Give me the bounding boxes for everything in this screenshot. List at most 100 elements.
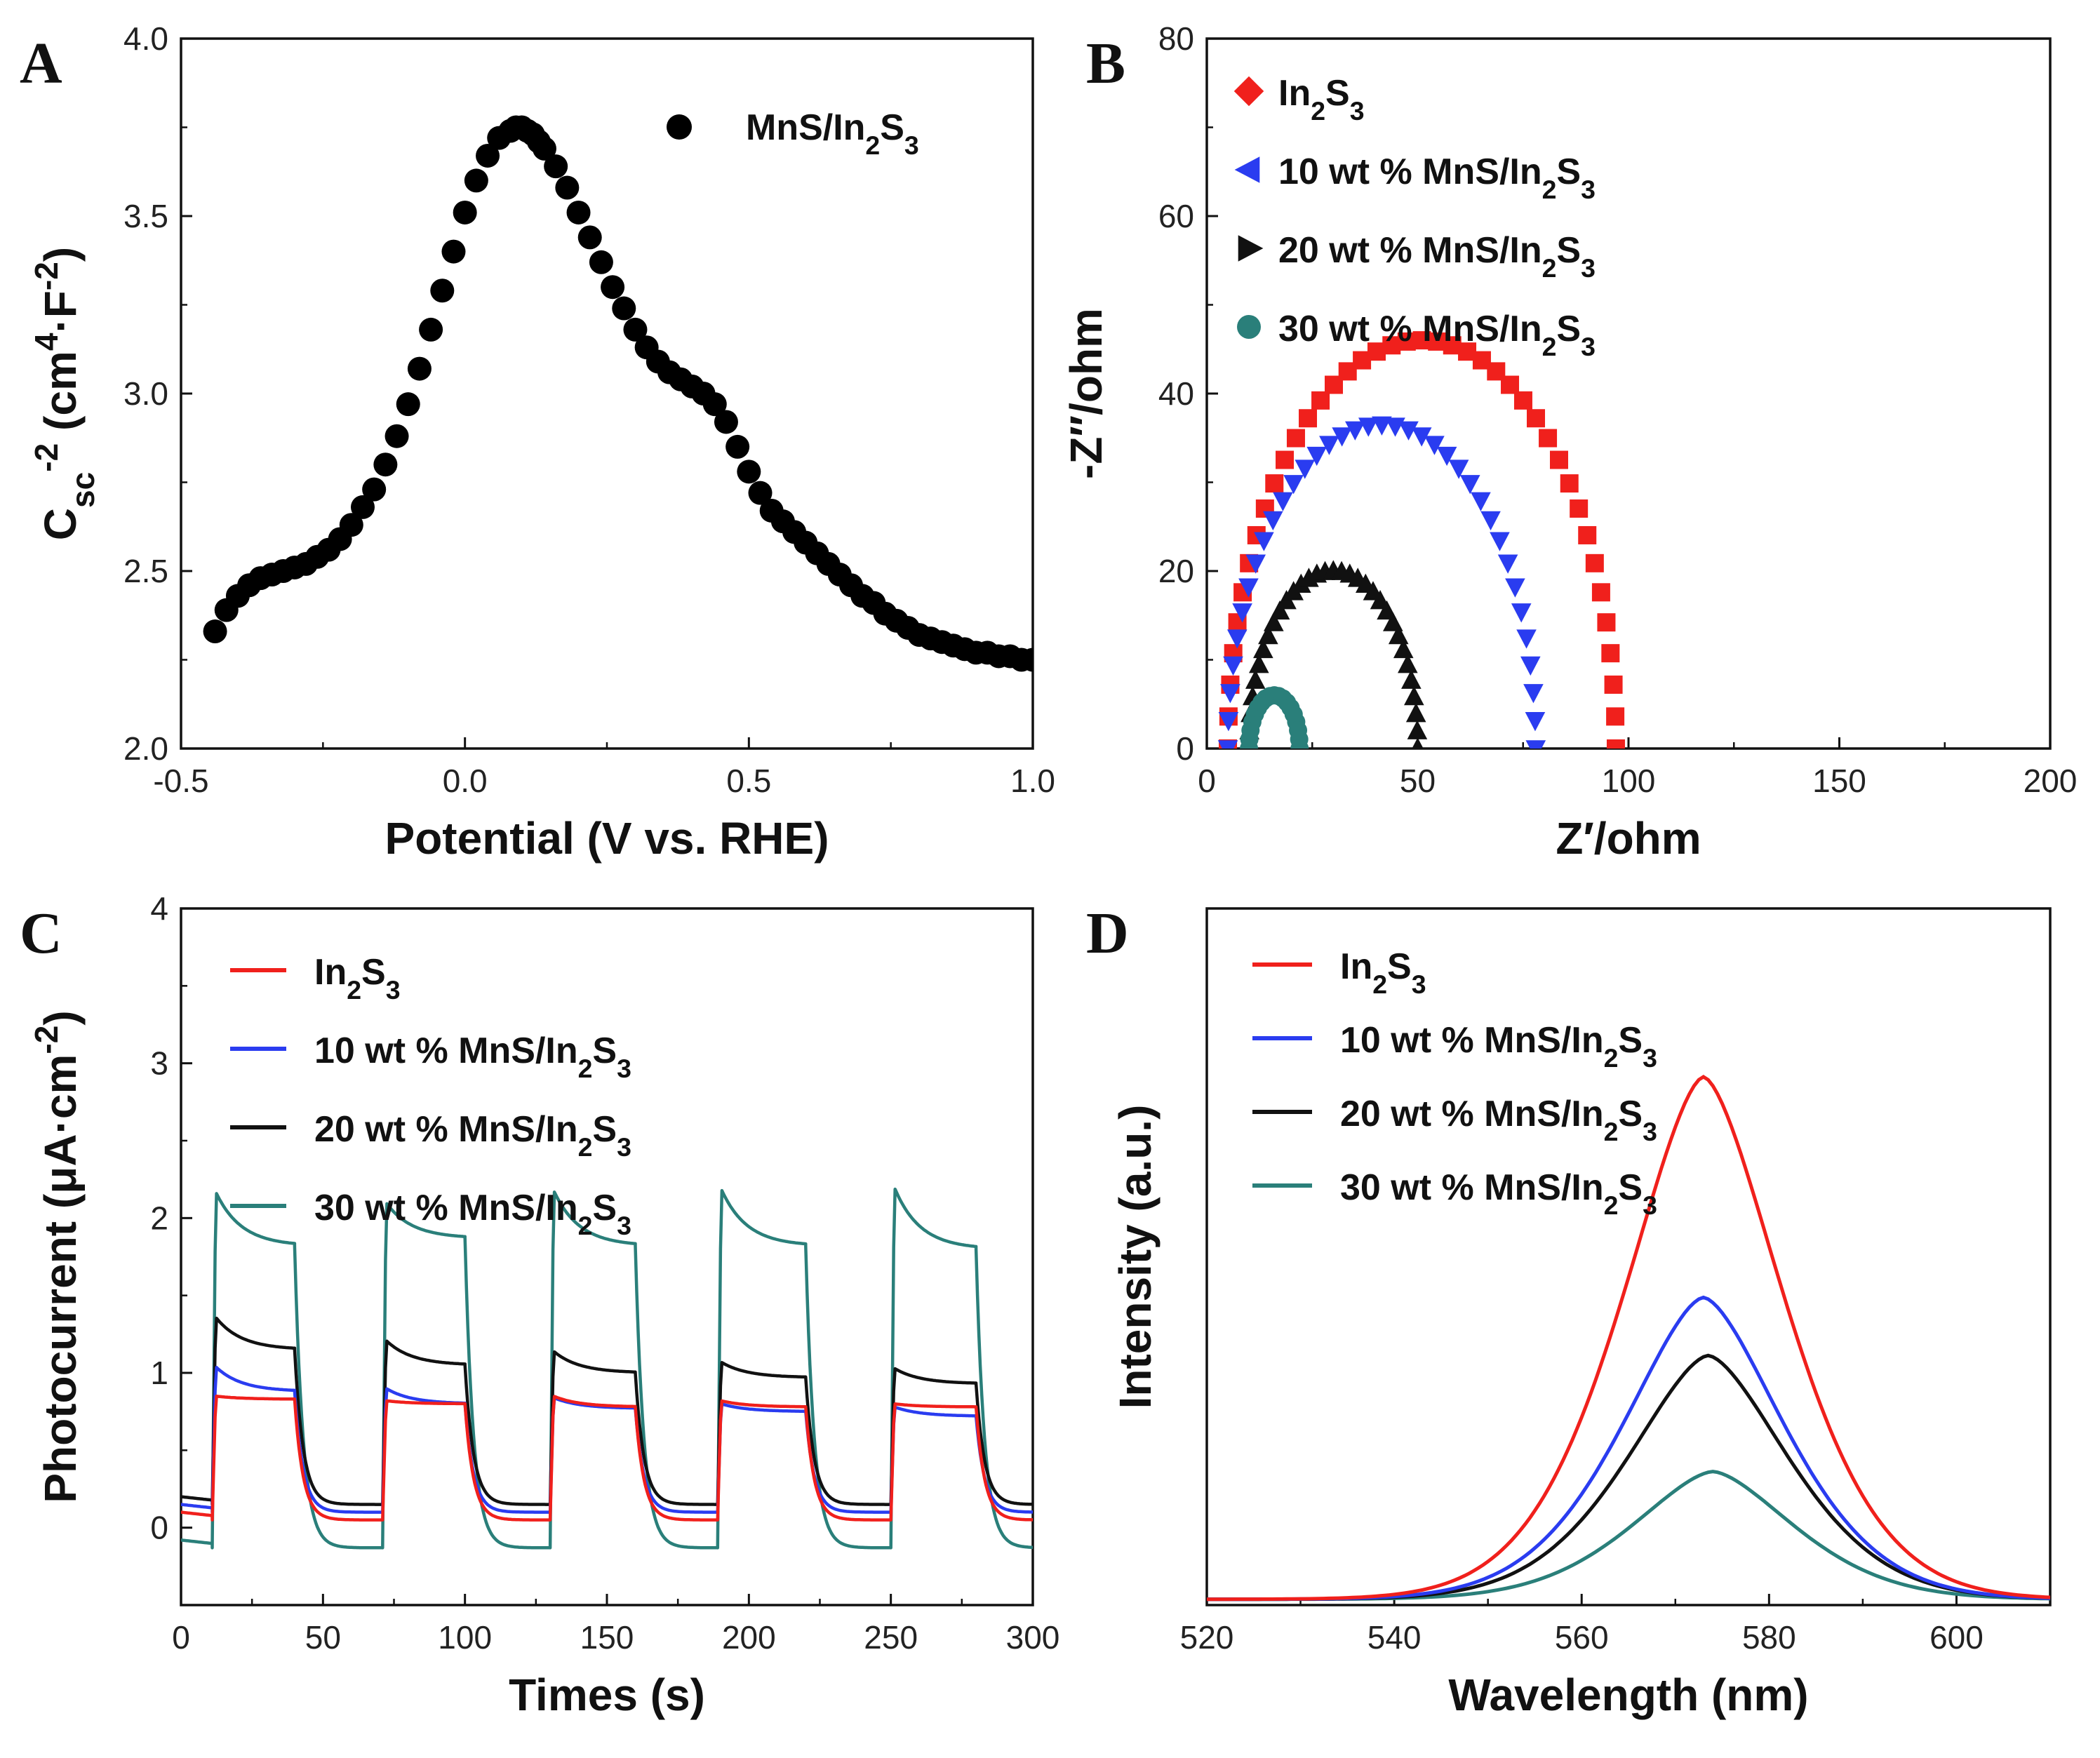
panel-a-data-point bbox=[544, 154, 568, 179]
panel-a-data-point bbox=[623, 317, 648, 342]
panel-d-series-line-in2s3 bbox=[1207, 1075, 2050, 1602]
panel-a-data-point bbox=[714, 410, 738, 434]
panel-b-y-tick-label: 60 bbox=[1158, 198, 1194, 234]
panel-b-data-point bbox=[1398, 421, 1419, 441]
panel-b-data-point bbox=[1505, 578, 1525, 598]
panel-a-data-point bbox=[203, 619, 227, 644]
panel-b-data-point bbox=[1604, 675, 1623, 694]
panel-a-data-point bbox=[589, 250, 613, 274]
panel-b-y-tick-label: 80 bbox=[1158, 20, 1194, 57]
panel-a-data-point bbox=[577, 225, 602, 250]
panel-b-legend-marker bbox=[1238, 235, 1264, 262]
panel-b-data-point bbox=[1245, 669, 1266, 689]
panel-b-y-tick-label: 20 bbox=[1158, 553, 1194, 589]
panel-a-data-point bbox=[476, 143, 500, 168]
panel-b-data-point bbox=[1253, 638, 1273, 659]
panel-b-data-point bbox=[1248, 654, 1269, 673]
panel-b-y-tick-label: 0 bbox=[1176, 730, 1194, 767]
panel-b-data-point bbox=[1591, 583, 1610, 602]
panel-b-data-point bbox=[1578, 525, 1597, 544]
panel-b-data-point bbox=[1424, 436, 1445, 455]
panel-b-y-tick-label: 40 bbox=[1158, 375, 1194, 412]
panel-b-data-point bbox=[1501, 375, 1520, 394]
panel-a-data-point bbox=[612, 296, 636, 321]
panel-a-legend-label: MnS/In2S3 bbox=[746, 107, 919, 160]
panel-b-data-point bbox=[1286, 429, 1305, 448]
panel-a-data-point bbox=[407, 356, 432, 381]
panel-b-data-point bbox=[1295, 459, 1316, 479]
panel-b-data-point bbox=[1232, 603, 1252, 623]
panel-d-x-tick-label: 520 bbox=[1180, 1619, 1234, 1656]
panel-b-data-point bbox=[1398, 654, 1418, 673]
panel-b-data-point bbox=[1560, 474, 1579, 493]
panel-a-data-point bbox=[384, 424, 409, 448]
panel-b-data-point bbox=[1218, 712, 1239, 732]
panel-d-x-tick-label: 600 bbox=[1930, 1619, 1984, 1656]
panel-b-data-point bbox=[1490, 532, 1510, 551]
panel-a-data-point bbox=[441, 239, 466, 264]
panel-b-x-tick-label: 200 bbox=[2024, 763, 2078, 799]
panel-b-legend: In2S3 10 wt % MnS/In2S3 20 wt % MnS/In2S3 3… bbox=[1233, 73, 1596, 361]
panel-a-x-tick-label: -0.5 bbox=[153, 763, 208, 799]
panel-a-legend: MnS/In2S3 bbox=[667, 107, 919, 160]
panel-b-data-point bbox=[1264, 612, 1284, 631]
panel-b-letter: B bbox=[1086, 31, 1125, 96]
panel-a-legend-marker bbox=[667, 114, 692, 140]
panel-b-data-point bbox=[1570, 499, 1589, 518]
panel-d-x-tick-label: 580 bbox=[1742, 1619, 1796, 1656]
panel-b-data-point bbox=[1411, 427, 1432, 447]
panel-c-x-tick-label: 300 bbox=[1006, 1619, 1060, 1656]
panel-a-data-point bbox=[532, 136, 556, 161]
panel-b-data-point bbox=[1263, 511, 1283, 531]
panel-d-legend: In2S3 10 wt % MnS/In2S3 20 wt % MnS/In2S3 3… bbox=[1252, 946, 1657, 1220]
panel-b-data-point bbox=[1311, 391, 1330, 410]
panel-b-data-point bbox=[1265, 474, 1284, 493]
panel-b-data-point bbox=[1513, 391, 1532, 410]
panel-b-data-point bbox=[1393, 638, 1414, 659]
panel-a-x-tick-label: 0.5 bbox=[726, 763, 771, 799]
panel-d-y-axis-label: Intensity (a.u.) bbox=[1110, 1105, 1161, 1409]
panel-d-legend-label: In2S3 bbox=[1340, 946, 1426, 999]
panel-b-data-point bbox=[1254, 532, 1274, 551]
panel-b-series-30-wt-pct-mns-in2s3 bbox=[1240, 686, 1309, 749]
panel-b-data-point bbox=[1527, 409, 1546, 428]
panel-c-y-tick-label: 2 bbox=[150, 1200, 168, 1236]
panel-b-x-axis-label: Z′/ohm bbox=[1556, 813, 1701, 864]
panel-b-data-point bbox=[1549, 450, 1568, 469]
panel-b-data-point bbox=[1245, 554, 1266, 574]
panel-d-x-tick-label: 540 bbox=[1367, 1619, 1422, 1656]
panel-a-data-point bbox=[601, 275, 625, 300]
panel-b-data-point bbox=[1404, 685, 1424, 706]
panel-b-data-point bbox=[1412, 737, 1424, 749]
panel-a-x-axis-label: Potential (V vs. RHE) bbox=[385, 813, 829, 864]
panel-a-data-point bbox=[555, 175, 580, 200]
panel-b-data-point bbox=[1520, 656, 1541, 676]
panel-b-data-point bbox=[1226, 629, 1248, 649]
panel-b: 0 50 100 150 200 0 20 40 60 80 Z′/ohm -Z″/ohm B In2S3… bbox=[1061, 20, 2077, 864]
panel-c-x-axis-label: Times (s) bbox=[509, 1670, 705, 1720]
panel-a-data-point bbox=[453, 200, 477, 224]
panel-b-legend-marker bbox=[1233, 76, 1264, 107]
panel-b-data-point bbox=[1606, 707, 1625, 726]
panel-b-legend-label: 20 wt % MnS/In2S3 bbox=[1278, 230, 1596, 283]
panel-a-data-point bbox=[566, 200, 591, 224]
panel-c-y-tick-label: 0 bbox=[150, 1510, 168, 1546]
panel-d-letter: D bbox=[1086, 901, 1129, 966]
panel-a-data-point bbox=[339, 513, 363, 537]
panel-b-data-point bbox=[1319, 436, 1339, 455]
panel-a-series-points bbox=[203, 115, 1033, 672]
panel-a-y-tick-label: 2.5 bbox=[123, 553, 168, 589]
panel-b-data-point bbox=[1525, 712, 1546, 732]
panel-b-data-point bbox=[1345, 421, 1365, 441]
panel-a-data-point bbox=[748, 481, 773, 505]
panel-b-data-point bbox=[1405, 703, 1426, 723]
panel-a: -0.5 0.0 0.5 1.0 2.0 2.5 3.0 3.5 4.0 Potential (V… bbox=[20, 20, 1055, 864]
panel-c-x-tick-label: 100 bbox=[438, 1619, 492, 1656]
panel-c-x-tick-label: 250 bbox=[864, 1619, 918, 1656]
panel-b-legend-marker bbox=[1237, 315, 1261, 339]
panel-b-data-point bbox=[1516, 629, 1537, 649]
panel-c-legend-label: In2S3 bbox=[314, 952, 401, 1005]
panel-c-series-line-in2s3 bbox=[181, 1394, 1033, 1522]
panel-b-legend-label: In2S3 bbox=[1278, 73, 1365, 126]
